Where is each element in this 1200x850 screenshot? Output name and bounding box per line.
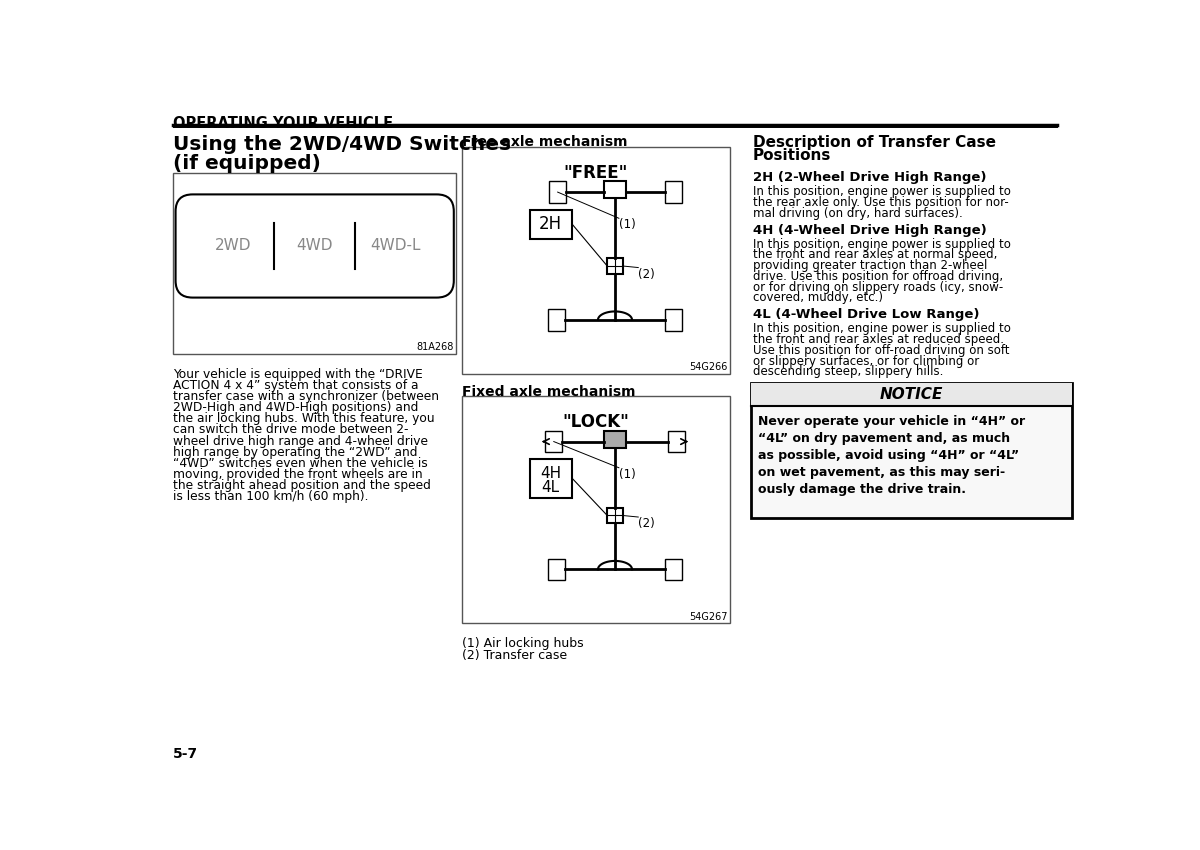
- Text: Use this position for off-road driving on soft: Use this position for off-road driving o…: [752, 343, 1009, 357]
- Text: can switch the drive mode between 2-: can switch the drive mode between 2-: [173, 423, 409, 437]
- Text: (2): (2): [638, 268, 655, 280]
- Text: "FREE": "FREE": [564, 163, 628, 182]
- Text: NOTICE: NOTICE: [880, 387, 943, 402]
- Text: or slippery surfaces, or for climbing or: or slippery surfaces, or for climbing or: [752, 354, 979, 367]
- Text: Fixed axle mechanism: Fixed axle mechanism: [462, 385, 636, 400]
- Text: 81A268: 81A268: [416, 343, 454, 352]
- Text: 4WD: 4WD: [296, 239, 332, 253]
- Bar: [604, 431, 626, 448]
- Text: ACTION 4 x 4” system that consists of a: ACTION 4 x 4” system that consists of a: [173, 379, 419, 392]
- Text: “4L” on dry pavement and, as much: “4L” on dry pavement and, as much: [758, 433, 1010, 445]
- Bar: [529, 459, 572, 498]
- Bar: [667, 431, 685, 452]
- Text: 4L (4-Wheel Drive Low Range): 4L (4-Wheel Drive Low Range): [752, 309, 979, 321]
- Text: 2WD-High and 4WD-High positions) and: 2WD-High and 4WD-High positions) and: [173, 401, 419, 414]
- Text: wheel drive high range and 4-wheel drive: wheel drive high range and 4-wheel drive: [173, 434, 428, 448]
- Text: Your vehicle is equipped with the “DRIVE: Your vehicle is equipped with the “DRIVE: [173, 368, 424, 381]
- Text: 5-7: 5-7: [173, 747, 198, 762]
- Text: Description of Transfer Case: Description of Transfer Case: [752, 135, 996, 150]
- Text: (2) Transfer case: (2) Transfer case: [462, 649, 568, 662]
- Text: 4WD-L: 4WD-L: [371, 239, 421, 253]
- Text: 4H (4-Wheel Drive High Range): 4H (4-Wheel Drive High Range): [752, 224, 986, 236]
- Text: (if equipped): (if equipped): [173, 154, 322, 173]
- FancyBboxPatch shape: [204, 215, 425, 277]
- Bar: [462, 147, 730, 374]
- Text: the front and rear axles at normal speed,: the front and rear axles at normal speed…: [752, 248, 997, 261]
- Text: 4H: 4H: [540, 466, 562, 480]
- Text: the rear axle only. Use this position for nor-: the rear axle only. Use this position fo…: [752, 196, 1009, 209]
- Text: descending steep, slippery hills.: descending steep, slippery hills.: [752, 366, 943, 378]
- Text: In this position, engine power is supplied to: In this position, engine power is suppli…: [752, 237, 1010, 251]
- Text: is less than 100 km/h (60 mph).: is less than 100 km/h (60 mph).: [173, 490, 368, 503]
- Text: providing greater traction than 2-wheel: providing greater traction than 2-wheel: [752, 259, 988, 272]
- Bar: [550, 181, 566, 203]
- Bar: [529, 210, 572, 239]
- Text: 2WD: 2WD: [215, 239, 251, 253]
- Text: the front and rear axles at reduced speed.: the front and rear axles at reduced spee…: [752, 333, 1004, 346]
- Text: 2H: 2H: [539, 215, 563, 234]
- Text: the air locking hubs. With this feature, you: the air locking hubs. With this feature,…: [173, 412, 434, 425]
- Text: covered, muddy, etc.): covered, muddy, etc.): [752, 292, 883, 304]
- Bar: [547, 558, 565, 581]
- Text: (2): (2): [638, 517, 655, 530]
- Text: Using the 2WD/4WD Switches: Using the 2WD/4WD Switches: [173, 135, 511, 154]
- Text: the straight ahead position and the speed: the straight ahead position and the spee…: [173, 479, 431, 492]
- Text: (1): (1): [619, 218, 636, 231]
- Text: 4L: 4L: [541, 479, 559, 495]
- Bar: [604, 181, 626, 198]
- Text: (1): (1): [619, 468, 636, 481]
- Bar: [665, 558, 683, 581]
- Text: Positions: Positions: [752, 148, 832, 163]
- Text: drive. Use this position for offroad driving,: drive. Use this position for offroad dri…: [752, 269, 1003, 283]
- Bar: [607, 258, 623, 274]
- Text: 54G266: 54G266: [689, 362, 727, 372]
- Text: Free axle mechanism: Free axle mechanism: [462, 135, 628, 149]
- Text: OPERATING YOUR VEHICLE: OPERATING YOUR VEHICLE: [173, 116, 394, 131]
- FancyBboxPatch shape: [175, 195, 454, 298]
- Text: 54G267: 54G267: [689, 612, 727, 621]
- Bar: [751, 383, 1073, 406]
- Bar: [665, 309, 683, 331]
- Text: Never operate your vehicle in “4H” or: Never operate your vehicle in “4H” or: [758, 416, 1026, 428]
- Text: or for driving on slippery roads (icy, snow-: or for driving on slippery roads (icy, s…: [752, 280, 1003, 293]
- Text: In this position, engine power is supplied to: In this position, engine power is suppli…: [752, 322, 1010, 335]
- Text: on wet pavement, as this may seri-: on wet pavement, as this may seri-: [758, 466, 1006, 479]
- Bar: [607, 507, 623, 524]
- Text: (1) Air locking hubs: (1) Air locking hubs: [462, 638, 584, 650]
- Text: 2H (2-Wheel Drive High Range): 2H (2-Wheel Drive High Range): [752, 172, 986, 184]
- Text: In this position, engine power is supplied to: In this position, engine power is suppli…: [752, 185, 1010, 198]
- Text: mal driving (on dry, hard surfaces).: mal driving (on dry, hard surfaces).: [752, 207, 962, 219]
- Text: ously damage the drive train.: ously damage the drive train.: [758, 483, 966, 496]
- Text: “4WD” switches even when the vehicle is: “4WD” switches even when the vehicle is: [173, 457, 428, 470]
- Bar: [547, 309, 565, 331]
- Bar: [545, 431, 563, 452]
- Bar: [173, 173, 456, 354]
- Bar: [462, 396, 730, 623]
- Text: transfer case with a synchronizer (between: transfer case with a synchronizer (betwe…: [173, 390, 439, 403]
- Text: as possible, avoid using “4H” or “4L”: as possible, avoid using “4H” or “4L”: [758, 450, 1020, 462]
- Text: high range by operating the “2WD” and: high range by operating the “2WD” and: [173, 445, 418, 459]
- Text: "LOCK": "LOCK": [562, 413, 629, 431]
- Bar: [751, 383, 1073, 518]
- Text: moving, provided the front wheels are in: moving, provided the front wheels are in: [173, 468, 422, 481]
- Bar: [665, 181, 683, 203]
